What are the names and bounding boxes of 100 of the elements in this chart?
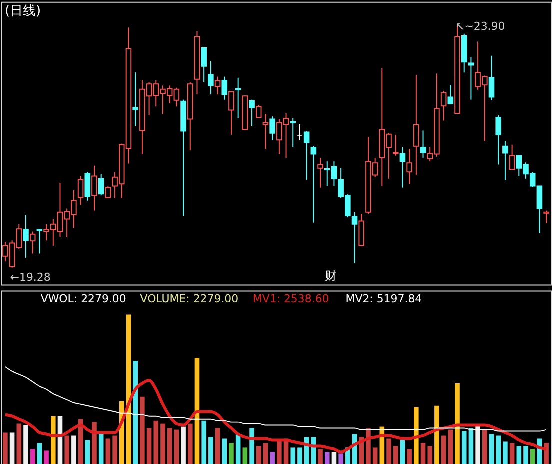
candlestick [290,118,296,148]
candlestick [23,214,29,258]
bar [16,424,22,464]
bar [106,438,111,464]
candlestick [262,113,269,150]
bar [420,443,426,464]
bar [516,446,522,464]
bar [428,446,433,464]
candlestick [297,124,303,141]
bar [503,442,508,464]
text: MV1: 2538.60 [252,292,330,306]
candlestick [502,140,508,181]
candlestick [318,157,324,188]
candlestick [420,130,426,158]
bar [400,440,406,464]
bar [298,448,302,464]
bar [468,428,474,464]
candlestick [249,99,255,127]
candlestick [256,104,262,118]
bar [50,416,56,464]
candlestick [440,90,447,122]
bar [24,425,28,464]
candlestick [208,60,214,96]
bar [194,358,200,464]
bar [290,448,296,464]
chart-title: (日线) [4,4,42,19]
bar [455,383,460,464]
bar [133,361,138,464]
text: ←19.28 [10,270,51,284]
bar [242,448,248,464]
bar [462,431,467,464]
annotation: ↖~23.90 [456,20,506,34]
bar [85,440,90,464]
bar [181,426,186,464]
candlestick [414,74,420,176]
bar [393,446,398,464]
bar [510,443,515,464]
candlestick [105,186,112,199]
candlestick [406,148,412,185]
bar [530,449,536,464]
bar [386,438,392,464]
bar [250,428,254,464]
candlestick [544,210,550,224]
candlestick [488,55,495,101]
bar [222,438,228,464]
bar [208,437,214,464]
series-label: VOLUME: 2279.00 [140,292,239,306]
candlestick [228,90,234,136]
bar [140,396,145,464]
bar [441,436,446,464]
bar [154,420,159,464]
bar [202,420,206,464]
bar [476,425,480,464]
candlestick [201,46,207,83]
candlestick [392,134,399,156]
bar [92,422,97,464]
candlestick [310,146,317,224]
bar [496,436,502,464]
bar [489,434,494,464]
bar [277,440,282,464]
bar [188,424,193,464]
candlestick [222,76,228,100]
bar [3,432,8,464]
candlestick [36,228,43,254]
bar [10,432,15,464]
bar [167,428,172,464]
text: 财 [325,268,337,283]
text: MV2: 5197.84 [346,292,422,306]
bar [544,443,549,464]
bar [256,446,262,464]
bar [407,449,412,464]
bar [338,454,344,464]
candlestick [304,130,310,180]
bar [434,406,440,464]
candlestick [98,174,104,196]
bar [98,434,104,464]
candlestick [496,115,502,166]
bar [229,443,234,464]
candlestick [30,231,36,254]
bar [72,436,76,464]
candlestick [509,144,516,170]
candlestick [270,116,276,141]
bar [112,436,118,464]
candlestick [400,146,406,188]
bar [160,424,166,464]
bar [37,443,42,464]
bar [64,436,70,464]
candlestick [132,72,138,127]
bar [215,428,220,464]
candlestick [214,76,221,96]
bar [448,430,454,464]
bar [524,446,528,464]
bar [270,452,275,464]
bar [146,428,152,464]
bar [174,430,180,464]
candlestick [468,56,474,100]
candlestick [78,176,84,206]
bar [332,452,337,464]
bar [44,450,49,464]
bar [372,448,378,464]
